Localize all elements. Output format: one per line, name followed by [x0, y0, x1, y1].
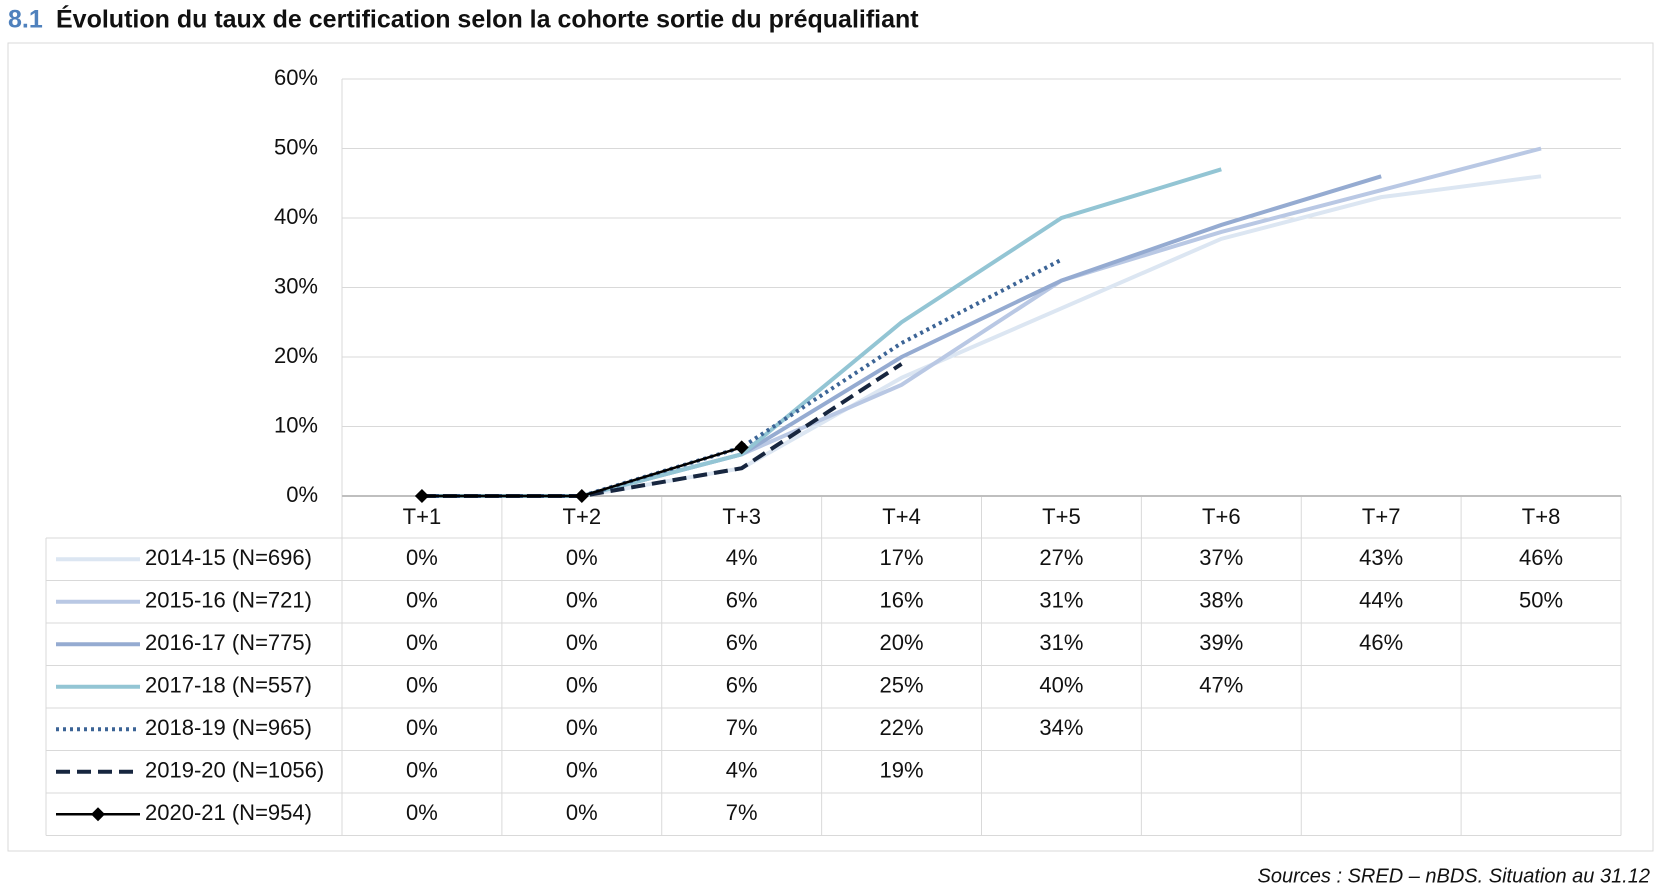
table-cell: 0%: [406, 630, 438, 655]
x-tick-label: T+2: [563, 504, 602, 529]
x-tick-label: T+8: [1522, 504, 1561, 529]
table-cell: 0%: [406, 545, 438, 570]
x-tick-label: T+7: [1362, 504, 1401, 529]
x-tick-label: T+3: [722, 504, 761, 529]
chart-title: Évolution du taux de certification selon…: [56, 5, 919, 34]
table-cell: 25%: [880, 673, 924, 698]
table-cell: 0%: [406, 800, 438, 825]
table-cell: 0%: [566, 673, 598, 698]
series-line: [421, 174, 1542, 498]
table-cell: 0%: [566, 715, 598, 740]
table-cell: 22%: [880, 715, 924, 740]
source: Sources : SRED – nBDS. Situation au 31.1…: [1258, 865, 1650, 887]
table-cell: 27%: [1039, 545, 1083, 570]
table-cell: 0%: [566, 588, 598, 613]
table-cell: 0%: [566, 758, 598, 783]
table-cell: 0%: [406, 715, 438, 740]
table-cell: 37%: [1199, 545, 1243, 570]
y-tick-label: 0%: [286, 482, 318, 507]
y-tick-label: 40%: [274, 204, 318, 229]
table-cell: 0%: [566, 545, 598, 570]
series-line: [421, 257, 1063, 498]
table-cell: 19%: [880, 758, 924, 783]
table-cell: 7%: [726, 800, 758, 825]
x-tick-label: T+1: [403, 504, 442, 529]
frame: [7, 42, 1654, 852]
y-tick-label: 30%: [274, 273, 318, 298]
table-cell: 4%: [726, 758, 758, 783]
table-cell: 38%: [1199, 588, 1243, 613]
chart-number: 8.1: [8, 6, 43, 34]
legend-label: 2019-20 (N=1056): [145, 758, 324, 783]
x-tick-label: T+4: [882, 504, 921, 529]
legend-label: 2017-18 (N=557): [145, 673, 312, 698]
table-cell: 39%: [1199, 630, 1243, 655]
table-cell: 31%: [1039, 630, 1083, 655]
table-cell: 0%: [406, 588, 438, 613]
y-tick-label: 50%: [274, 134, 318, 159]
table-cell: 31%: [1039, 588, 1083, 613]
table-cell: 46%: [1359, 630, 1403, 655]
table-cell: 4%: [726, 545, 758, 570]
table-cell: 0%: [406, 673, 438, 698]
y-tick-label: 10%: [274, 412, 318, 437]
series-line: [421, 174, 1382, 498]
legend-marker: [91, 807, 105, 822]
legend-label: 2016-17 (N=775): [145, 630, 312, 655]
table-cell: 47%: [1199, 673, 1243, 698]
series-line: [421, 362, 903, 498]
table-cell: 34%: [1039, 715, 1083, 740]
table-cell: 16%: [880, 588, 924, 613]
table-cell: 44%: [1359, 588, 1403, 613]
marker: [574, 489, 589, 503]
table-cell: 20%: [880, 630, 924, 655]
table-cell: 0%: [566, 800, 598, 825]
x-tick-label: T+5: [1042, 504, 1081, 529]
y-tick-label: 20%: [274, 343, 318, 368]
x-tick-label: T+6: [1202, 504, 1241, 529]
legend-label: 2020-21 (N=954): [145, 800, 312, 825]
table-cell: 0%: [406, 758, 438, 783]
y-tick-label: 60%: [274, 65, 318, 90]
table-cell: 7%: [726, 715, 758, 740]
series-line: [421, 446, 743, 498]
legend-label: 2014-15 (N=696): [145, 545, 312, 570]
table-cell: 17%: [880, 545, 924, 570]
marker: [734, 440, 749, 455]
table-cell: 6%: [726, 630, 758, 655]
table-cell: 6%: [726, 673, 758, 698]
marker: [414, 489, 429, 503]
table-cell: 6%: [726, 588, 758, 613]
legend-label: 2015-16 (N=721): [145, 588, 312, 613]
table-cell: 40%: [1039, 673, 1083, 698]
table-cell: 0%: [566, 630, 598, 655]
table-cell: 43%: [1359, 545, 1403, 570]
table-cell: 46%: [1519, 545, 1563, 570]
table-cell: 50%: [1519, 588, 1563, 613]
legend-label: 2018-19 (N=965): [145, 715, 312, 740]
